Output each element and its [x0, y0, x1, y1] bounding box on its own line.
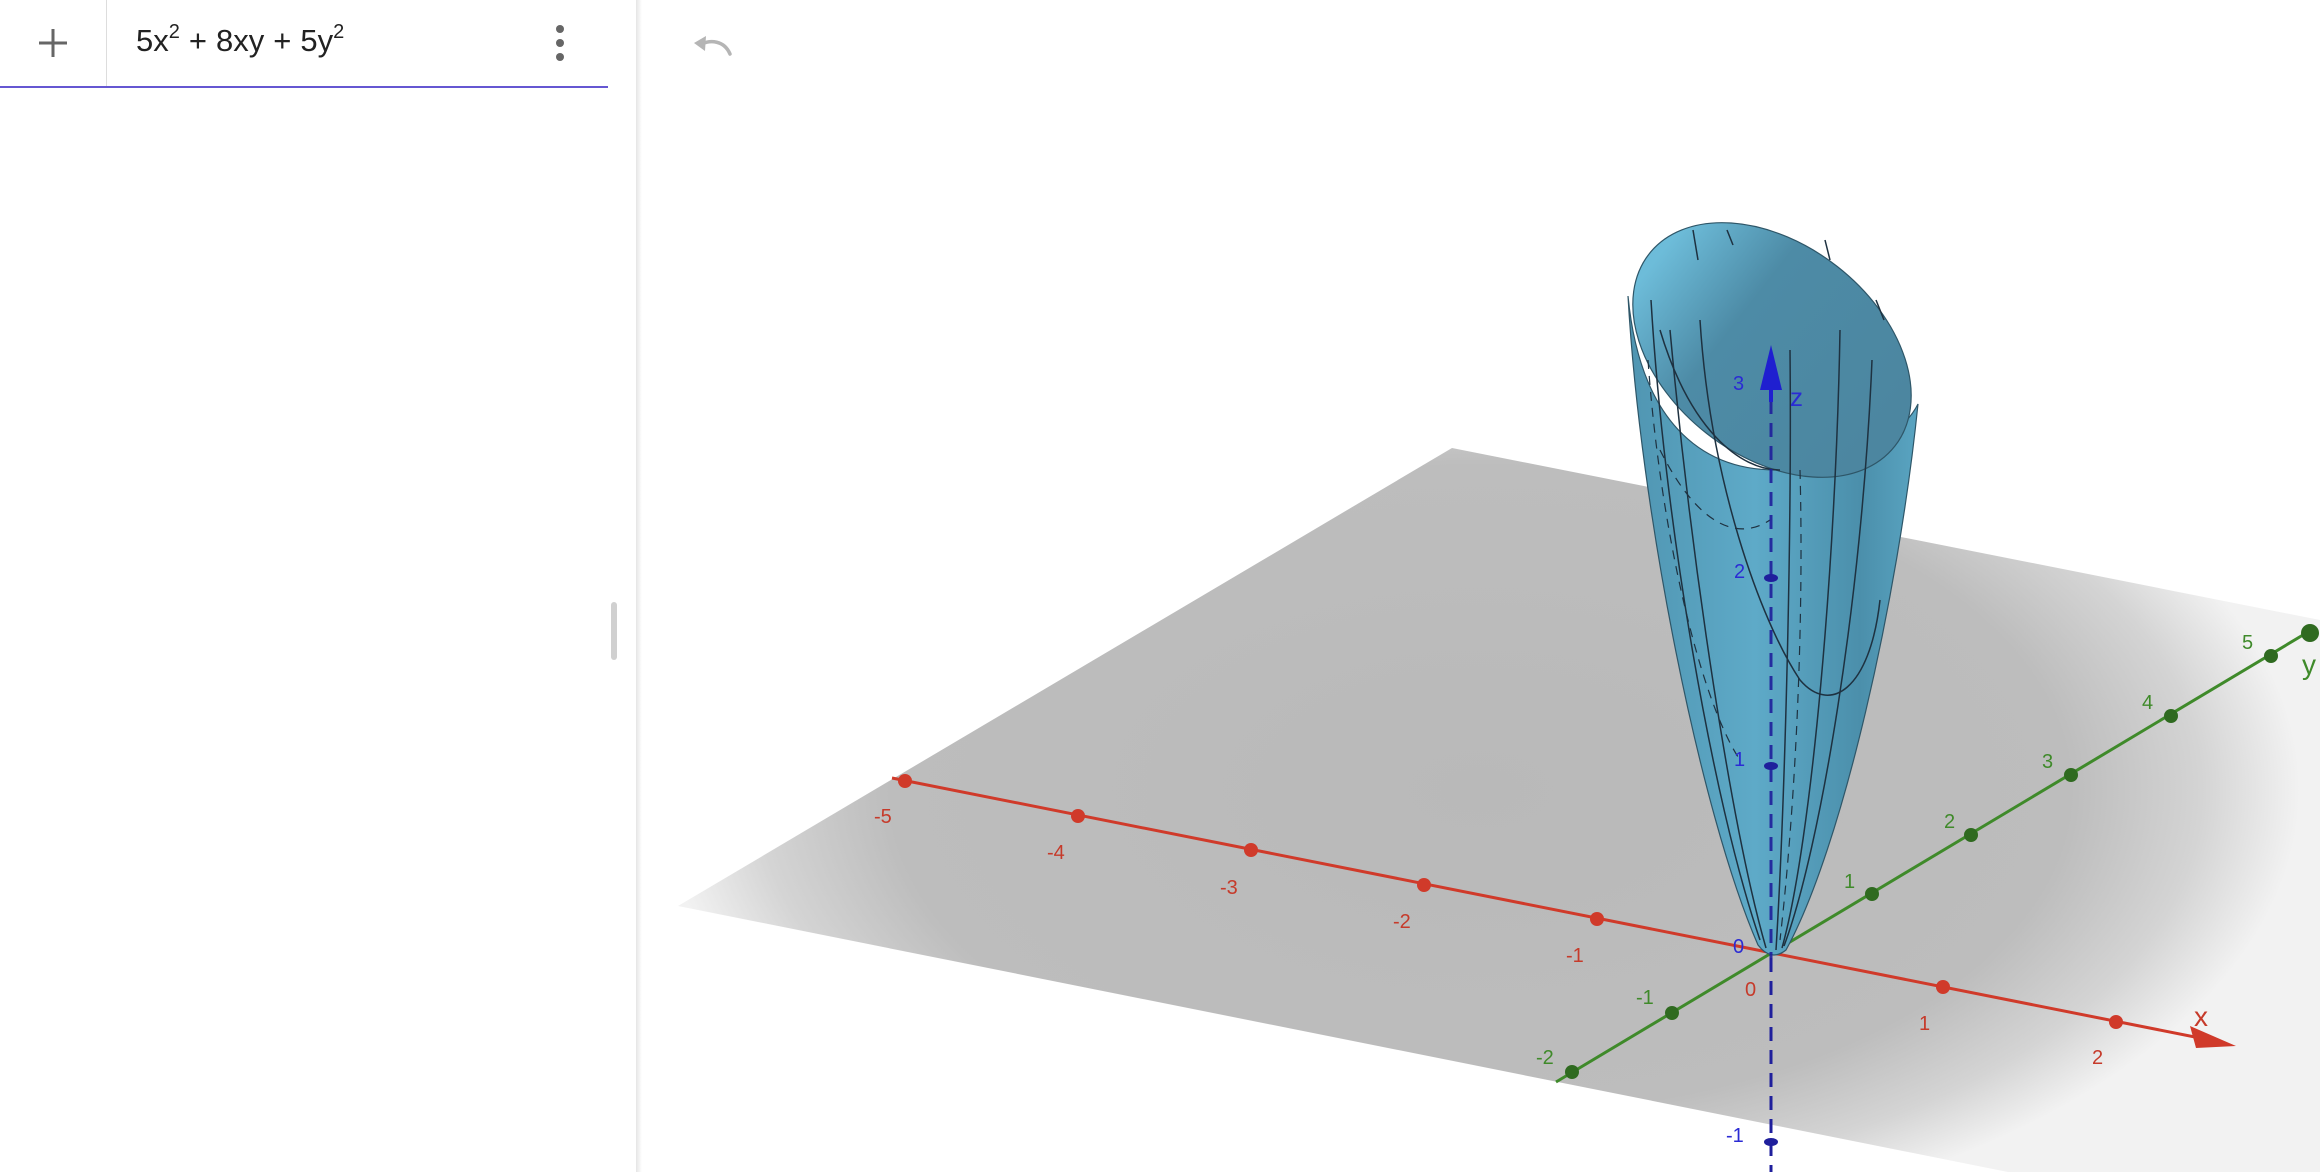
x-tick-label: -5 [874, 806, 892, 828]
y-tick-label: 2 [1944, 811, 1955, 833]
x-axis-label: x [2194, 1001, 2208, 1032]
panel-divider [636, 0, 642, 1172]
y-tick-label: 4 [2142, 692, 2153, 714]
y-tick-mark [1964, 828, 1978, 842]
y-tick-label: 5 [2242, 632, 2253, 654]
z-tick-label: 1 [1734, 749, 1745, 771]
origin-label-x: 0 [1745, 979, 1756, 1001]
term-5x: 5x [136, 23, 169, 58]
z-tick-label: -1 [1726, 1125, 1744, 1147]
term-8xy: 8xy [215, 23, 265, 58]
more-options-button[interactable] [540, 16, 580, 70]
undo-icon [694, 36, 732, 56]
term-5y: 5y [300, 23, 334, 58]
x-tick-label: -1 [1566, 945, 1584, 967]
x-tick-mark [898, 774, 912, 788]
algebra-panel: 5x2 +8xy +5y2 [0, 0, 638, 1172]
x-tick-label: 2 [2092, 1047, 2103, 1069]
x-tick-label: -2 [1393, 911, 1411, 933]
expression-input[interactable]: 5x2 +8xy +5y2 [136, 16, 344, 66]
x-tick-mark [1244, 843, 1258, 857]
y-tick-mark [1665, 1006, 1679, 1020]
plus-icon [39, 29, 67, 57]
z-tick-mark [1764, 574, 1778, 582]
origin-label-z: 0 [1733, 936, 1744, 958]
z-tick-mark [1764, 762, 1778, 770]
xy-plane [678, 448, 2320, 1172]
y-tick-label: -1 [1636, 987, 1654, 1009]
x-tick-label: -4 [1047, 842, 1065, 864]
panel-resize-handle[interactable] [611, 602, 617, 660]
x-tick-label: -3 [1220, 877, 1238, 899]
plus-operator: + [188, 23, 207, 58]
x-tick-mark [1417, 878, 1431, 892]
plus-operator: + [273, 23, 292, 58]
graphics-3d-view[interactable]: -2 -1 1 2 3 4 5 y -5 -4 -3 -2 -1 [642, 0, 2320, 1172]
z-tick-label: 2 [1734, 561, 1745, 583]
y-tick-mark [2164, 709, 2178, 723]
z-tick-mark [1764, 1138, 1778, 1146]
undo-button[interactable] [688, 28, 736, 72]
x-tick-mark [1071, 809, 1085, 823]
exponent: 2 [168, 21, 180, 43]
x-axis: -5 -4 -3 -2 -1 1 2 x [874, 774, 2236, 1069]
y-axis: -2 -1 1 2 3 4 5 y [1536, 624, 2319, 1084]
y-tick-label: 3 [2042, 751, 2053, 773]
z-axis-lower: -1 [1726, 958, 1778, 1172]
y-tick-label: -2 [1536, 1047, 1554, 1069]
input-separator [106, 0, 107, 86]
algebra-input-row[interactable]: 5x2 +8xy +5y2 [0, 0, 608, 88]
y-tick-label: 1 [1844, 871, 1855, 893]
x-tick-mark [1590, 912, 1604, 926]
z-tick-label: 3 [1733, 373, 1744, 395]
z-axis-upper: 1 2 3 z [1733, 345, 1803, 958]
y-tick-mark [2264, 649, 2278, 663]
more-vertical-icon [556, 25, 564, 61]
y-axis-arrow [2301, 624, 2319, 642]
y-tick-mark [1565, 1065, 1579, 1079]
surface-hidden-lines [1647, 359, 1802, 941]
x-tick-mark [2109, 1015, 2123, 1029]
add-input-button[interactable] [0, 0, 106, 86]
y-tick-mark [1865, 887, 1879, 901]
z-axis-arrow [1760, 345, 1782, 390]
x-axis-arrow [2190, 1026, 2236, 1048]
surface-mesh-lines [1650, 229, 1885, 951]
x-tick-mark [1936, 980, 1950, 994]
exponent: 2 [333, 21, 345, 43]
y-tick-mark [2064, 768, 2078, 782]
y-axis-label: y [2302, 649, 2316, 680]
z-axis-label: z [1790, 382, 1803, 412]
x-tick-label: 1 [1919, 1013, 1930, 1035]
